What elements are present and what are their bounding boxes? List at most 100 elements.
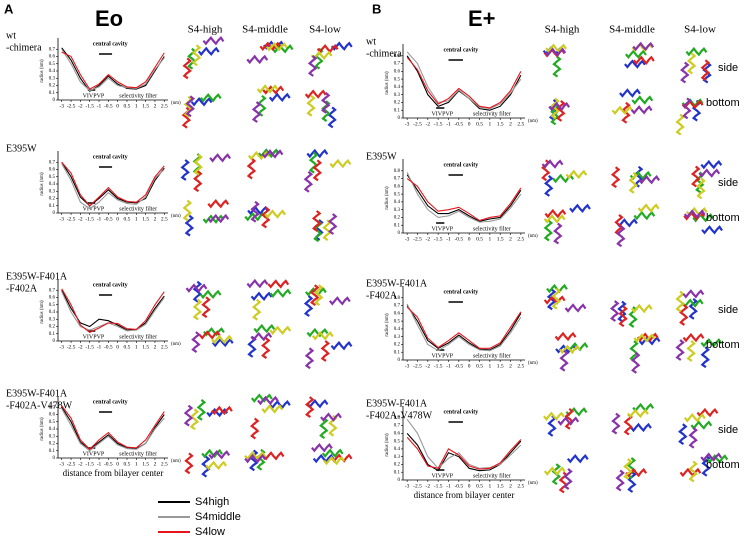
- x-tick-label: 2: [154, 103, 157, 109]
- y-axis-label: radius (nm): [40, 172, 45, 196]
- structure-image: [624, 41, 655, 69]
- structure-image: [185, 280, 222, 321]
- helix: [706, 454, 729, 464]
- helix: [249, 417, 260, 440]
- y-tick-label: 0.2: [49, 442, 56, 447]
- x-tick-label: -2.5: [413, 363, 422, 369]
- structure-image: [246, 278, 292, 321]
- helix: [192, 280, 203, 303]
- x-unit: (nm): [528, 234, 538, 239]
- helix: [191, 331, 201, 353]
- helix: [632, 55, 655, 65]
- annotation: VIVPVP: [431, 226, 453, 232]
- x-tick-label: 1.5: [497, 363, 504, 369]
- structure-image: [303, 284, 351, 317]
- structure-image: [244, 200, 286, 229]
- helix: [630, 351, 641, 374]
- y-tick-label: 0.3: [394, 93, 401, 98]
- y-tick-label: 0.1: [394, 223, 401, 228]
- x-tick-label: -2: [426, 236, 431, 242]
- y-tick-label: 0.7: [49, 47, 56, 52]
- helix: [185, 95, 196, 118]
- structure-image: [629, 332, 661, 374]
- helix: [700, 346, 710, 369]
- helix: [329, 158, 352, 169]
- annotation: selectivity filter: [119, 333, 157, 340]
- helix: [565, 169, 588, 180]
- x-tick-label: -3: [59, 216, 64, 222]
- helix: [609, 300, 620, 322]
- view-label: bottom: [706, 97, 740, 109]
- y-tick-label: 0.8: [394, 296, 401, 301]
- helix: [311, 442, 333, 453]
- helix: [638, 174, 661, 185]
- helix: [564, 407, 574, 430]
- helix: [543, 214, 566, 224]
- x-tick-label: -1: [446, 236, 451, 242]
- structure-image: [614, 203, 660, 248]
- helix: [627, 408, 649, 419]
- y-tick-label: 0: [53, 456, 56, 461]
- y-tick-label: 0.4: [394, 200, 401, 205]
- helix: [307, 55, 318, 77]
- helix: [628, 171, 638, 194]
- helix: [306, 327, 329, 338]
- helix: [201, 448, 223, 459]
- helix: [569, 203, 591, 214]
- y-tick-label: 0.6: [49, 55, 56, 60]
- x-tick-label: -1.5: [85, 344, 94, 350]
- helix: [304, 89, 327, 99]
- structure-image: [548, 97, 571, 126]
- helix: [696, 407, 719, 418]
- view-label: bottom: [706, 339, 740, 351]
- helix: [268, 92, 291, 103]
- y-tick-label: 0.6: [394, 184, 401, 189]
- y-tick-label: 0.6: [394, 69, 401, 74]
- helix: [250, 393, 273, 403]
- annotation: central cavity: [93, 282, 128, 288]
- helix: [306, 94, 316, 117]
- helix: [207, 213, 230, 224]
- annotation: central cavity: [93, 154, 128, 160]
- structure-image: [182, 198, 230, 237]
- x-tick-label: -2.5: [413, 121, 422, 127]
- helix: [308, 151, 319, 174]
- helix: [211, 334, 233, 345]
- row-label: E395W-F401A: [366, 398, 428, 409]
- helix: [615, 469, 625, 492]
- y-tick-label: 0.5: [49, 175, 56, 180]
- structure-image: [679, 452, 729, 483]
- column-header: S4-low: [684, 24, 716, 36]
- y-tick-label: 0.6: [49, 168, 56, 173]
- panel-letter: A: [4, 1, 14, 16]
- y-tick-label: 0.1: [49, 332, 56, 337]
- structure-image: [675, 332, 723, 369]
- helix: [686, 340, 696, 362]
- row-label: E395W: [6, 143, 37, 154]
- y-tick-label: 0.7: [394, 62, 401, 67]
- row-label: -chimera: [366, 48, 402, 59]
- helix: [322, 219, 332, 242]
- helix: [688, 460, 698, 483]
- x-tick-label: 0.5: [124, 461, 131, 467]
- series-line: [61, 51, 165, 90]
- x-tick-label: 0: [468, 236, 471, 242]
- helix: [543, 295, 566, 305]
- helix: [321, 448, 344, 458]
- helix: [638, 336, 661, 346]
- helix: [543, 466, 566, 476]
- y-tick-label: 0.7: [49, 160, 56, 165]
- structure-image: [180, 153, 232, 193]
- helix: [251, 298, 262, 321]
- x-tick-label: -2: [78, 461, 83, 467]
- helix: [623, 458, 633, 480]
- helix: [190, 97, 213, 107]
- helix: [262, 85, 285, 95]
- x-tick-label: -1: [97, 344, 102, 350]
- y-tick-label: 0.6: [49, 296, 56, 301]
- structure-image: [182, 35, 225, 80]
- helix: [264, 209, 286, 219]
- structure-image: [609, 300, 653, 328]
- structure-image: [541, 159, 588, 197]
- helix: [616, 225, 626, 248]
